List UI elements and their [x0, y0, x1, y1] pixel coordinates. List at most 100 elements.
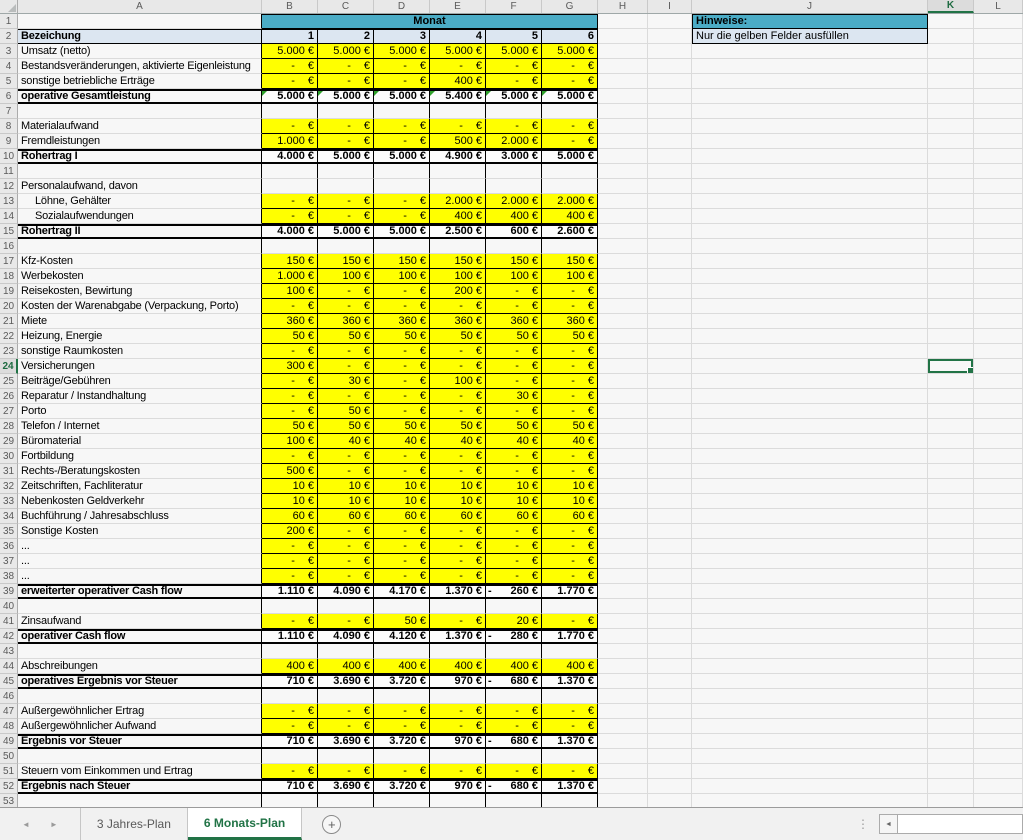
- cell-J11[interactable]: [692, 164, 928, 179]
- row-header-22[interactable]: 22: [0, 329, 18, 344]
- cell-H42[interactable]: [598, 629, 648, 644]
- cell-C3[interactable]: 5.000 €: [318, 44, 374, 59]
- cell-L13[interactable]: [974, 194, 1023, 209]
- cell-L17[interactable]: [974, 254, 1023, 269]
- cell-L33[interactable]: [974, 494, 1023, 509]
- cell-H15[interactable]: [598, 224, 648, 239]
- cell-D19[interactable]: - €: [374, 284, 430, 299]
- cell-C26[interactable]: - €: [318, 389, 374, 404]
- cell-H26[interactable]: [598, 389, 648, 404]
- cell-L12[interactable]: [974, 179, 1023, 194]
- row-header-50[interactable]: 50: [0, 749, 18, 764]
- cell-L50[interactable]: [974, 749, 1023, 764]
- cell-E5[interactable]: 400 €: [430, 74, 486, 89]
- cell-I25[interactable]: [648, 374, 692, 389]
- cell-E51[interactable]: - €: [430, 764, 486, 779]
- cell-D16[interactable]: [374, 239, 430, 254]
- cell-G14[interactable]: 400 €: [542, 209, 598, 224]
- cell-B36[interactable]: - €: [262, 539, 318, 554]
- cell-I27[interactable]: [648, 404, 692, 419]
- cell-J35[interactable]: [692, 524, 928, 539]
- cell-F46[interactable]: [486, 689, 542, 704]
- cell-H6[interactable]: [598, 89, 648, 104]
- cell-F30[interactable]: - €: [486, 449, 542, 464]
- cell-J24[interactable]: [692, 359, 928, 374]
- cell-I14[interactable]: [648, 209, 692, 224]
- row-header-5[interactable]: 5: [0, 74, 18, 89]
- cell-B15[interactable]: 4.000 €: [262, 224, 318, 239]
- cell-B25[interactable]: - €: [262, 374, 318, 389]
- cell-C16[interactable]: [318, 239, 374, 254]
- cell-F9[interactable]: 2.000 €: [486, 134, 542, 149]
- cell-H18[interactable]: [598, 269, 648, 284]
- cell-J4[interactable]: [692, 59, 928, 74]
- cell-L14[interactable]: [974, 209, 1023, 224]
- cell-F4[interactable]: - €: [486, 59, 542, 74]
- cell-H19[interactable]: [598, 284, 648, 299]
- cell-I50[interactable]: [648, 749, 692, 764]
- cell-L15[interactable]: [974, 224, 1023, 239]
- row-header-2[interactable]: 2: [0, 29, 18, 44]
- cell-K23[interactable]: [928, 344, 974, 359]
- cell-E48[interactable]: - €: [430, 719, 486, 734]
- cell-A1[interactable]: [18, 14, 262, 29]
- row-header-6[interactable]: 6: [0, 89, 18, 104]
- cell-J9[interactable]: [692, 134, 928, 149]
- cell-A4[interactable]: Bestandsveränderungen, aktivierte Eigenl…: [18, 59, 262, 74]
- cell-C44[interactable]: 400 €: [318, 659, 374, 674]
- row-header-9[interactable]: 9: [0, 134, 18, 149]
- tab-scroll-right-icon[interactable]: ►: [49, 819, 58, 829]
- row-header-21[interactable]: 21: [0, 314, 18, 329]
- cell-C42[interactable]: 4.090 €: [318, 629, 374, 644]
- cell-G5[interactable]: - €: [542, 74, 598, 89]
- cell-L21[interactable]: [974, 314, 1023, 329]
- cell-L44[interactable]: [974, 659, 1023, 674]
- cell-K1[interactable]: [928, 14, 974, 29]
- cell-E33[interactable]: 10 €: [430, 494, 486, 509]
- cell-L46[interactable]: [974, 689, 1023, 704]
- cell-L29[interactable]: [974, 434, 1023, 449]
- cell-F19[interactable]: - €: [486, 284, 542, 299]
- cell-L3[interactable]: [974, 44, 1023, 59]
- cell-J52[interactable]: [692, 779, 928, 794]
- cell-C17[interactable]: 150 €: [318, 254, 374, 269]
- cell-D4[interactable]: - €: [374, 59, 430, 74]
- cell-B47[interactable]: - €: [262, 704, 318, 719]
- cell-C12[interactable]: [318, 179, 374, 194]
- cell-D34[interactable]: 60 €: [374, 509, 430, 524]
- cell-H2[interactable]: [598, 29, 648, 44]
- cell-B16[interactable]: [262, 239, 318, 254]
- cell-F38[interactable]: - €: [486, 569, 542, 584]
- cell-C8[interactable]: - €: [318, 119, 374, 134]
- cell-D32[interactable]: 10 €: [374, 479, 430, 494]
- cell-H23[interactable]: [598, 344, 648, 359]
- cell-H25[interactable]: [598, 374, 648, 389]
- cell-G41[interactable]: - €: [542, 614, 598, 629]
- cell-D9[interactable]: - €: [374, 134, 430, 149]
- cell-H20[interactable]: [598, 299, 648, 314]
- cell-G46[interactable]: [542, 689, 598, 704]
- cell-K39[interactable]: [928, 584, 974, 599]
- cell-K6[interactable]: [928, 89, 974, 104]
- cell-K14[interactable]: [928, 209, 974, 224]
- active-cell-K24[interactable]: [928, 359, 974, 374]
- row-header-28[interactable]: 28: [0, 419, 18, 434]
- cell-C27[interactable]: 50 €: [318, 404, 374, 419]
- cell-B46[interactable]: [262, 689, 318, 704]
- cell-I36[interactable]: [648, 539, 692, 554]
- cell-A29[interactable]: Büromaterial: [18, 434, 262, 449]
- row-header-33[interactable]: 33: [0, 494, 18, 509]
- cell-C35[interactable]: - €: [318, 524, 374, 539]
- column-header-H[interactable]: H: [598, 0, 648, 13]
- cell-K36[interactable]: [928, 539, 974, 554]
- row-header-47[interactable]: 47: [0, 704, 18, 719]
- cell-G12[interactable]: [542, 179, 598, 194]
- cell-F2[interactable]: 5: [486, 29, 542, 44]
- cell-A42[interactable]: operativer Cash flow: [18, 629, 262, 644]
- cell-E30[interactable]: - €: [430, 449, 486, 464]
- cell-H3[interactable]: [598, 44, 648, 59]
- cell-E35[interactable]: - €: [430, 524, 486, 539]
- cell-G30[interactable]: - €: [542, 449, 598, 464]
- cell-J21[interactable]: [692, 314, 928, 329]
- cell-H40[interactable]: [598, 599, 648, 614]
